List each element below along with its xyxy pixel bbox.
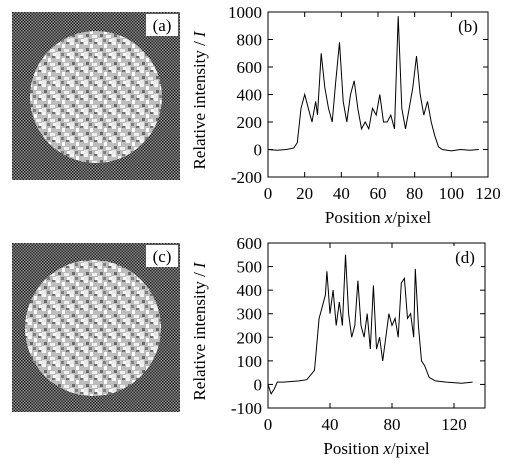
x-tick-label: 0: [264, 184, 273, 203]
x-tick-label: 20: [296, 184, 313, 203]
y-axis-title-var: I: [190, 30, 209, 38]
x-tick-label: 40: [333, 184, 350, 203]
image-c: (c): [12, 243, 180, 412]
panel-label: (a): [153, 16, 172, 35]
y-tick-label: 300: [237, 305, 263, 324]
y-tick-label: 200: [237, 328, 263, 347]
y-tick-label: 600: [237, 58, 263, 77]
series-line: [267, 16, 479, 152]
x-tick-label: 40: [322, 415, 339, 434]
panel-label: (b): [458, 17, 478, 36]
x-axis-title-text: Position: [323, 439, 383, 458]
y-axis-title-text: Relative intensity /: [190, 272, 209, 401]
x-axis-title-unit: /pixel: [392, 208, 431, 227]
y-tick-label: 200: [237, 113, 263, 132]
x-tick-label: 120: [441, 415, 467, 434]
x-tick-label: 60: [370, 184, 387, 203]
x-axis-title-var: x: [382, 439, 391, 458]
y-axis-title-text: Relative intensity /: [190, 41, 209, 170]
x-axis-title-var: x: [384, 208, 393, 227]
x-axis-title-text: Position: [325, 208, 385, 227]
image-a: (a): [12, 12, 180, 180]
y-tick-label: 400: [237, 86, 263, 105]
y-tick-label: -100: [231, 399, 262, 418]
y-tick-label: 1000: [228, 3, 262, 22]
x-tick-label: 120: [475, 184, 501, 203]
y-tick-label: -200: [231, 168, 262, 187]
x-tick-label: 80: [406, 184, 423, 203]
panel-label: (d): [455, 248, 475, 267]
y-tick-label: 400: [237, 281, 263, 300]
y-axis-title: Relative intensity / I: [190, 261, 209, 400]
y-tick-label: 800: [237, 31, 263, 50]
y-tick-label: 600: [237, 234, 263, 253]
panel-label: (c): [153, 247, 172, 266]
x-tick-label: 80: [384, 415, 401, 434]
series-line: [267, 254, 473, 396]
y-axis-title-var: I: [190, 261, 209, 269]
x-tick-label: 0: [264, 415, 273, 434]
y-tick-label: 0: [254, 375, 263, 394]
y-tick-label: 0: [254, 141, 263, 160]
y-tick-label: 100: [237, 352, 263, 371]
x-axis-title: Position x/pixel: [325, 208, 432, 227]
x-tick-label: 100: [439, 184, 465, 203]
x-axis-title-unit: /pixel: [391, 439, 430, 458]
x-axis-title: Position x/pixel: [323, 439, 430, 458]
y-tick-label: 500: [237, 258, 263, 277]
y-axis-title: Relative intensity / I: [190, 30, 209, 169]
plot-frame: [267, 242, 486, 409]
label-box: [449, 246, 481, 268]
label-box: [452, 15, 484, 37]
